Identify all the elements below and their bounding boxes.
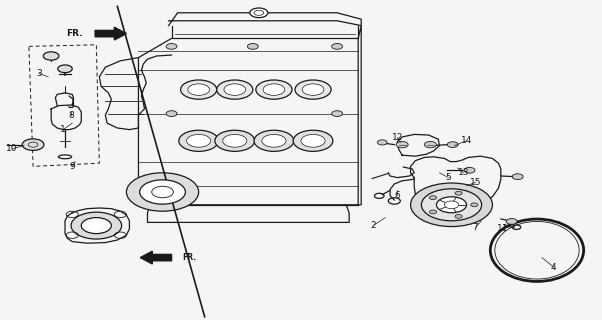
Circle shape bbox=[58, 65, 72, 73]
Text: 6: 6 bbox=[394, 191, 400, 200]
Circle shape bbox=[332, 44, 343, 49]
Text: 9: 9 bbox=[69, 162, 75, 171]
Circle shape bbox=[512, 174, 523, 180]
Circle shape bbox=[71, 212, 122, 239]
Text: 12: 12 bbox=[392, 133, 403, 142]
Text: FR.: FR. bbox=[67, 29, 83, 38]
Circle shape bbox=[447, 142, 458, 148]
Circle shape bbox=[506, 219, 517, 224]
Circle shape bbox=[81, 218, 111, 234]
Circle shape bbox=[223, 134, 247, 147]
Circle shape bbox=[293, 130, 333, 151]
Circle shape bbox=[22, 139, 44, 150]
Text: 3: 3 bbox=[36, 69, 42, 78]
Circle shape bbox=[215, 130, 255, 151]
Circle shape bbox=[377, 140, 387, 145]
Circle shape bbox=[166, 44, 177, 49]
Circle shape bbox=[429, 196, 436, 200]
Circle shape bbox=[166, 111, 177, 116]
Text: 10: 10 bbox=[6, 144, 18, 153]
Circle shape bbox=[224, 84, 246, 95]
Text: 8: 8 bbox=[68, 111, 74, 120]
Circle shape bbox=[126, 173, 199, 211]
Circle shape bbox=[471, 203, 478, 207]
Circle shape bbox=[256, 80, 292, 99]
Text: 4: 4 bbox=[551, 263, 557, 272]
Circle shape bbox=[140, 180, 185, 204]
Circle shape bbox=[217, 80, 253, 99]
Text: 2: 2 bbox=[370, 221, 376, 230]
Text: 15: 15 bbox=[470, 178, 482, 187]
Circle shape bbox=[302, 84, 324, 95]
Polygon shape bbox=[140, 251, 172, 264]
Circle shape bbox=[396, 141, 408, 148]
Text: FR.: FR. bbox=[182, 253, 196, 262]
Circle shape bbox=[464, 167, 475, 173]
Circle shape bbox=[455, 191, 462, 195]
Text: 11: 11 bbox=[497, 224, 509, 233]
Circle shape bbox=[181, 80, 217, 99]
Circle shape bbox=[187, 134, 211, 147]
Circle shape bbox=[295, 80, 331, 99]
Circle shape bbox=[455, 214, 462, 218]
Circle shape bbox=[250, 8, 268, 18]
Circle shape bbox=[429, 210, 436, 214]
Text: 7: 7 bbox=[473, 223, 479, 232]
Circle shape bbox=[424, 141, 436, 148]
Circle shape bbox=[301, 134, 325, 147]
Circle shape bbox=[421, 189, 482, 221]
Circle shape bbox=[188, 84, 209, 95]
Circle shape bbox=[436, 197, 467, 213]
Circle shape bbox=[247, 44, 258, 49]
Text: 5: 5 bbox=[445, 173, 452, 182]
Circle shape bbox=[263, 84, 285, 95]
Circle shape bbox=[43, 52, 59, 60]
Text: 1: 1 bbox=[60, 125, 66, 134]
Circle shape bbox=[254, 130, 294, 151]
Text: 14: 14 bbox=[461, 136, 472, 145]
Text: 13: 13 bbox=[458, 168, 470, 177]
Polygon shape bbox=[95, 27, 126, 40]
Circle shape bbox=[411, 183, 492, 227]
Circle shape bbox=[332, 111, 343, 116]
Circle shape bbox=[179, 130, 219, 151]
Circle shape bbox=[262, 134, 286, 147]
